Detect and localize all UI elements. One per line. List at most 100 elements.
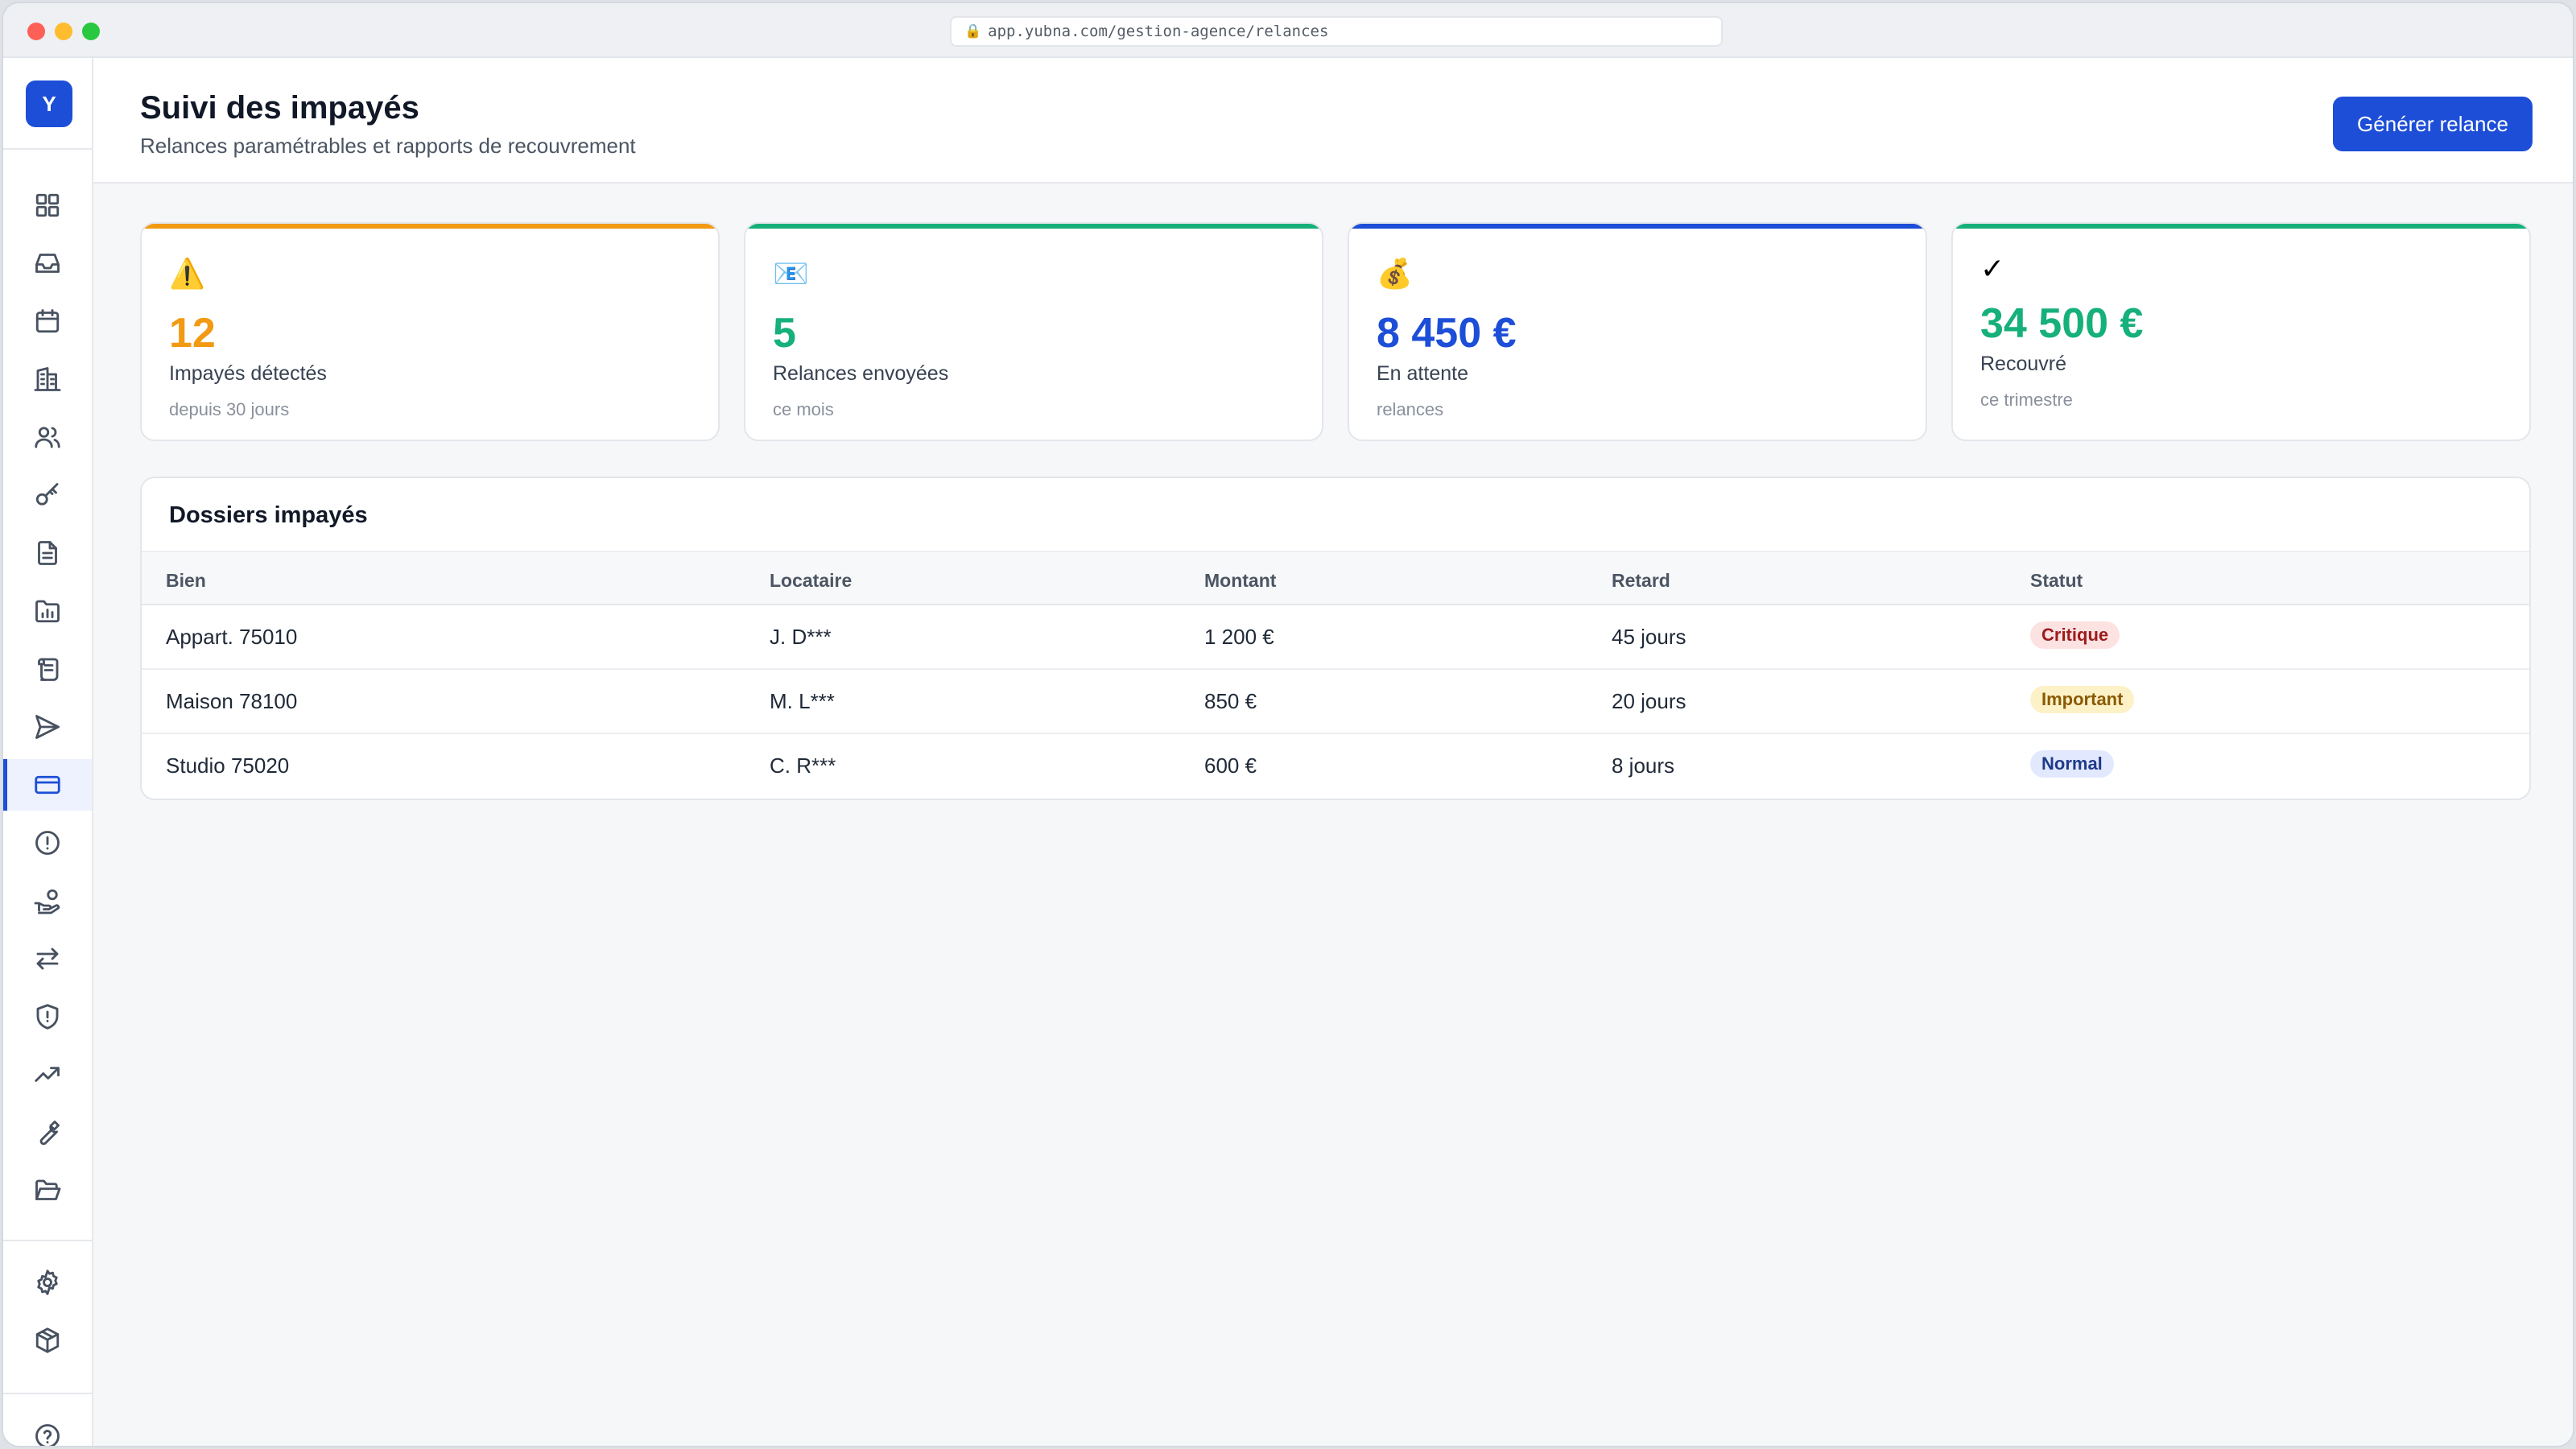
- sidebar-item-settings[interactable]: [3, 1257, 92, 1308]
- status-badge: Normal: [2030, 750, 2114, 778]
- sidebar-item-collections[interactable]: [3, 875, 92, 927]
- envelope-icon: 📧: [773, 257, 809, 290]
- table-row[interactable]: Appart. 75010 J. D*** 1 200 € 45 jours C…: [142, 605, 2529, 670]
- stat-value: 12: [169, 310, 216, 357]
- building-icon: [34, 367, 61, 391]
- sidebar-item-properties[interactable]: [3, 353, 92, 405]
- sidebar-item-help[interactable]: [3, 1410, 92, 1446]
- grid-icon: [35, 193, 60, 217]
- sidebar-item-inbox[interactable]: [3, 237, 92, 289]
- column-header-delay[interactable]: Retard: [1612, 570, 1670, 591]
- generate-reminder-button[interactable]: Générer relance: [2333, 97, 2533, 151]
- sidebar-item-contracts[interactable]: [3, 643, 92, 695]
- sidebar-item-files[interactable]: [3, 1165, 92, 1216]
- sidebar-item-alerts[interactable]: [3, 817, 92, 869]
- package-icon: [35, 1327, 60, 1353]
- alert-circle-icon: [35, 831, 60, 855]
- trending-up-icon: [35, 1067, 60, 1082]
- table-row[interactable]: Studio 75020 C. R*** 600 € 8 jours Norma…: [142, 734, 2529, 799]
- card-accent-bar: [1953, 224, 2529, 229]
- stat-label: En attente: [1377, 362, 1468, 385]
- sidebar-divider: [3, 1393, 92, 1394]
- column-header-amount[interactable]: Montant: [1204, 570, 1277, 591]
- status-badge: Important: [2030, 686, 2135, 713]
- sidebar-item-modules[interactable]: [3, 1315, 92, 1366]
- credit-card-icon: [35, 775, 60, 795]
- sidebar-item-reports-folder[interactable]: [3, 585, 92, 637]
- hand-coins-icon: [34, 889, 60, 914]
- table-row[interactable]: Maison 78100 M. L*** 850 € 20 jours Impo…: [142, 670, 2529, 734]
- stat-card-pending: 💰 8 450 € En attente relances: [1348, 222, 1927, 441]
- stat-label: Recouvré: [1980, 353, 2066, 375]
- stat-subtext: ce trimestre: [1980, 390, 2073, 410]
- scroll-icon: [38, 658, 59, 681]
- sidebar-item-analytics[interactable]: [3, 1049, 92, 1100]
- close-window-button[interactable]: [27, 23, 45, 40]
- money-bag-icon: 💰: [1377, 257, 1413, 290]
- main-content: Suivi des impayés Relances paramétrables…: [93, 58, 2573, 1446]
- cell-tenant: J. D***: [770, 625, 832, 649]
- calendar-icon: [35, 309, 60, 333]
- app-logo[interactable]: Y: [26, 80, 72, 127]
- stat-card-unpaid: ⚠️ 12 Impayés détectés depuis 30 jours: [140, 222, 720, 441]
- sidebar-item-dashboard[interactable]: [3, 180, 92, 231]
- minimize-window-button[interactable]: [55, 23, 72, 40]
- page-title: Suivi des impayés: [140, 90, 419, 126]
- sidebar-item-tenants[interactable]: [3, 411, 92, 463]
- inbox-icon: [35, 254, 60, 273]
- shield-alert-icon: [36, 1004, 59, 1030]
- sidebar-item-insurance[interactable]: [3, 991, 92, 1042]
- column-header-tenant[interactable]: Locataire: [770, 570, 852, 591]
- users-icon: [35, 427, 60, 448]
- cell-amount: 600 €: [1204, 753, 1257, 778]
- document-icon: [38, 541, 57, 565]
- gear-icon: [37, 1269, 58, 1295]
- sidebar-item-transfers[interactable]: [3, 933, 92, 985]
- wrench-icon: [39, 1121, 60, 1146]
- column-header-status[interactable]: Statut: [2030, 570, 2083, 591]
- table-title: Dossiers impayés: [169, 502, 368, 528]
- cell-tenant: M. L***: [770, 689, 835, 713]
- folder-open-icon: [35, 1179, 61, 1200]
- sidebar-item-keys[interactable]: [3, 469, 92, 521]
- stat-value: 8 450 €: [1377, 310, 1517, 357]
- sidebar-item-maintenance[interactable]: [3, 1107, 92, 1158]
- unpaid-files-table: Dossiers impayés Bien Locataire Montant …: [140, 477, 2531, 800]
- card-accent-bar: [745, 224, 1322, 229]
- help-icon: [35, 1424, 60, 1446]
- cell-property: Appart. 75010: [166, 625, 298, 649]
- chart-folder-icon: [35, 600, 60, 623]
- card-accent-bar: [1349, 224, 1926, 229]
- stat-subtext: ce mois: [773, 399, 834, 419]
- sidebar-item-calendar[interactable]: [3, 295, 92, 347]
- sidebar-item-payments[interactable]: [3, 759, 92, 811]
- url-text: app.yubna.com/gestion-agence/relances: [988, 23, 1329, 40]
- sidebar-divider: [3, 1240, 92, 1241]
- stat-subtext: relances: [1377, 399, 1444, 419]
- cell-property: Studio 75020: [166, 753, 290, 778]
- address-bar[interactable]: 🔒 app.yubna.com/gestion-agence/relances: [950, 16, 1723, 47]
- page-subtitle: Relances paramétrables et rapports de re…: [140, 134, 636, 158]
- table-header-row: Bien Locataire Montant Retard Statut: [142, 551, 2529, 605]
- stat-value: 34 500 €: [1980, 300, 2144, 347]
- cell-delay: 8 jours: [1612, 753, 1675, 778]
- cell-amount: 1 200 €: [1204, 625, 1274, 649]
- cell-delay: 45 jours: [1612, 625, 1686, 649]
- cell-tenant: C. R***: [770, 753, 836, 778]
- send-icon: [35, 715, 60, 739]
- checkmark-icon: ✓: [1980, 252, 2005, 285]
- column-header-property[interactable]: Bien: [166, 570, 206, 591]
- card-accent-bar: [142, 224, 718, 229]
- status-badge: Critique: [2030, 621, 2120, 649]
- sidebar-item-send[interactable]: [3, 701, 92, 753]
- stat-card-recovered: ✓ 34 500 € Recouvré ce trimestre: [1951, 222, 2531, 441]
- cell-property: Maison 78100: [166, 689, 298, 713]
- lock-icon: 🔒: [964, 23, 982, 39]
- sidebar: Y: [3, 58, 93, 1446]
- maximize-window-button[interactable]: [82, 23, 100, 40]
- sidebar-item-documents[interactable]: [3, 527, 92, 579]
- key-icon: [35, 483, 59, 506]
- sidebar-divider: [3, 148, 92, 150]
- stat-value: 5: [773, 310, 796, 357]
